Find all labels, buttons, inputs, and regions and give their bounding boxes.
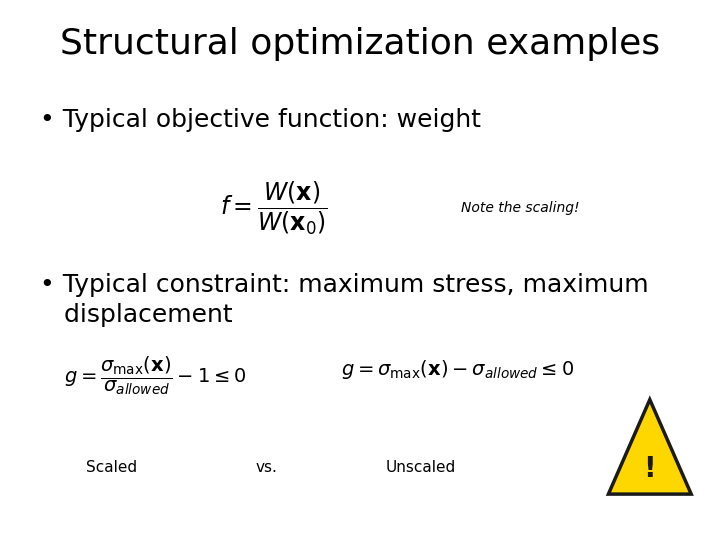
Text: Structural optimization examples: Structural optimization examples xyxy=(60,27,660,61)
Text: • Typical constraint: maximum stress, maximum
   displacement: • Typical constraint: maximum stress, ma… xyxy=(40,273,648,327)
Text: Note the scaling!: Note the scaling! xyxy=(461,201,580,215)
Text: !: ! xyxy=(644,455,656,483)
Text: $f = \dfrac{W(\mathbf{x})}{W(\mathbf{x}_0)}$: $f = \dfrac{W(\mathbf{x})}{W(\mathbf{x}_… xyxy=(220,179,328,237)
Text: vs.: vs. xyxy=(256,460,277,475)
Polygon shape xyxy=(608,400,691,494)
Text: • Typical objective function: weight: • Typical objective function: weight xyxy=(40,108,481,132)
Text: $g = \sigma_{\max}(\mathbf{x}) - \sigma_{allowed} \leq 0$: $g = \sigma_{\max}(\mathbf{x}) - \sigma_… xyxy=(341,359,574,381)
Text: $g = \dfrac{\sigma_{\max}(\mathbf{x})}{\sigma_{allowed}} - 1 \leq 0$: $g = \dfrac{\sigma_{\max}(\mathbf{x})}{\… xyxy=(63,354,246,397)
Text: Scaled: Scaled xyxy=(86,460,138,475)
Text: Unscaled: Unscaled xyxy=(386,460,456,475)
